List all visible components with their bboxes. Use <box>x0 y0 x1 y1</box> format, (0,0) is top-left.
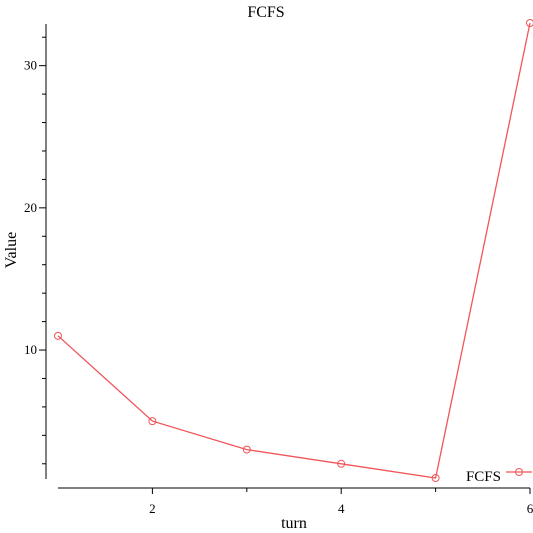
legend-marker <box>515 468 523 476</box>
legend: FCFS <box>466 468 532 485</box>
data-point <box>526 19 533 27</box>
x-axis-label: turn <box>281 515 307 532</box>
legend-label: FCFS <box>466 469 501 485</box>
data-point <box>242 445 251 454</box>
chart-title: FCFS <box>247 4 284 21</box>
x-tick-label: 2 <box>149 501 156 516</box>
x-tick-label: 4 <box>338 501 345 516</box>
data-point <box>431 474 440 482</box>
y-axis-label: Value <box>3 232 20 268</box>
y-tick-label: 10 <box>24 342 37 357</box>
y-axis-ticks: 10 20 30 <box>24 36 46 465</box>
x-tick-label: 6 <box>527 501 533 516</box>
data-point <box>337 459 346 468</box>
series-line-fcfs <box>57 22 531 479</box>
data-point <box>148 417 157 426</box>
y-tick-label: 20 <box>24 200 37 215</box>
y-tick-label: 30 <box>24 58 37 73</box>
series-layer <box>54 19 533 482</box>
x-axis-ticks: 2 4 6 <box>149 488 533 516</box>
data-point <box>54 331 62 340</box>
